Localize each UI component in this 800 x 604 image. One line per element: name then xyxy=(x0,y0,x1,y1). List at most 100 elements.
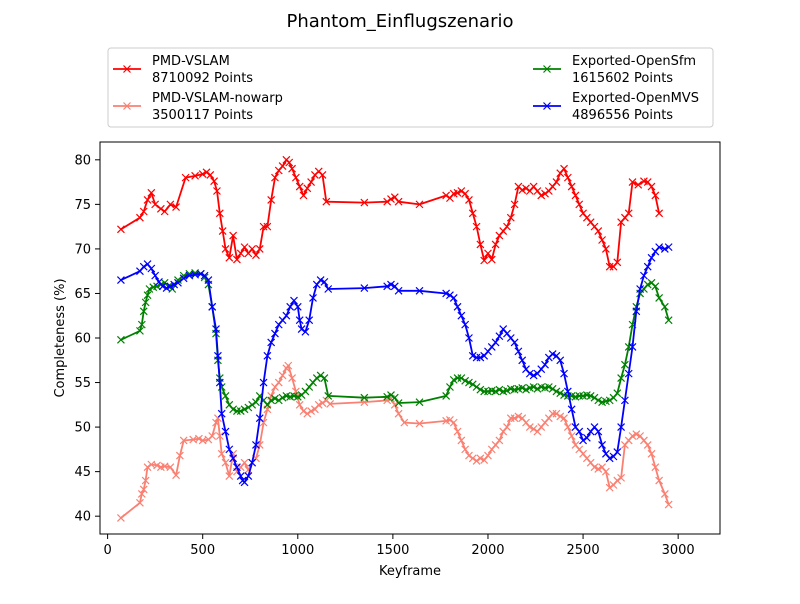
data-point-pmd-vslam xyxy=(172,203,180,211)
data-point-exported-opensfm xyxy=(552,387,561,396)
data-point-pmd-vslam-nowarp xyxy=(548,409,557,418)
data-point-exported-openmvs xyxy=(446,291,454,300)
data-point-pmd-vslam xyxy=(255,244,264,253)
data-point-exported-openmvs xyxy=(632,307,641,316)
data-point-pmd-vslam-nowarp xyxy=(529,424,538,433)
data-point-exported-opensfm xyxy=(320,374,329,383)
data-point-pmd-vslam-nowarp xyxy=(643,440,652,449)
data-point-pmd-vslam xyxy=(291,173,300,182)
data-point-pmd-vslam xyxy=(387,195,395,203)
data-point-pmd-vslam xyxy=(484,249,492,258)
data-point-pmd-vslam xyxy=(248,244,257,253)
data-point-exported-opensfm xyxy=(240,405,249,414)
data-point-exported-opensfm xyxy=(503,386,511,395)
data-point-exported-openmvs xyxy=(605,454,614,463)
legend-series-name: PMD-VSLAM xyxy=(152,54,230,69)
data-point-exported-opensfm xyxy=(141,298,150,307)
data-point-exported-openmvs xyxy=(457,311,466,320)
data-point-exported-openmvs xyxy=(259,378,268,387)
data-point-pmd-vslam-nowarp xyxy=(601,467,610,476)
data-point-exported-openmvs xyxy=(301,327,310,336)
legend-series-name: Exported-OpenMVS xyxy=(572,91,699,106)
data-point-pmd-vslam-nowarp xyxy=(472,457,481,465)
data-point-exported-opensfm xyxy=(143,291,152,300)
data-point-pmd-vslam xyxy=(263,222,272,231)
data-point-pmd-vslam xyxy=(453,188,462,197)
data-point-pmd-vslam xyxy=(383,197,392,206)
data-point-exported-openmvs xyxy=(252,440,260,449)
data-point-pmd-vslam xyxy=(116,225,125,234)
data-point-pmd-vslam-nowarp xyxy=(590,463,599,472)
data-point-exported-opensfm xyxy=(137,320,146,329)
data-point-pmd-vslam-nowarp xyxy=(655,476,664,485)
data-point-exported-opensfm xyxy=(655,293,664,302)
data-point-exported-opensfm xyxy=(453,374,462,383)
data-point-exported-openmvs xyxy=(309,293,317,302)
data-point-exported-opensfm xyxy=(446,383,454,391)
data-point-exported-openmvs xyxy=(320,277,329,286)
legend: PMD-VSLAM 8710092 Points PMD-VSLAM-nowarp 3… xyxy=(107,47,714,128)
data-point-exported-opensfm xyxy=(387,391,395,399)
data-point-exported-opensfm xyxy=(394,399,403,407)
data-point-exported-openmvs xyxy=(217,409,226,418)
data-point-exported-openmvs xyxy=(472,353,481,362)
data-point-exported-openmvs xyxy=(567,405,576,414)
data-point-exported-opensfm xyxy=(415,398,424,407)
data-point-pmd-vslam xyxy=(394,197,403,206)
data-point-exported-opensfm xyxy=(476,385,485,394)
x-tick-label: 1500 xyxy=(376,543,409,558)
data-point-exported-openmvs xyxy=(518,356,527,365)
data-point-pmd-vslam xyxy=(136,213,144,222)
data-point-exported-openmvs xyxy=(575,427,584,436)
data-point-pmd-vslam-nowarp xyxy=(166,463,175,472)
data-point-pmd-vslam-nowarp xyxy=(274,378,283,387)
data-point-pmd-vslam xyxy=(288,164,297,173)
data-point-pmd-vslam-nowarp xyxy=(383,396,392,405)
data-point-pmd-vslam-nowarp xyxy=(141,476,150,485)
data-point-exported-openmvs xyxy=(221,427,230,436)
axis-ticks: 0 500 1000 1500 2000 2500 3000 40 45 50 55 60 65 70 75… xyxy=(74,153,694,558)
data-point-pmd-vslam-nowarp xyxy=(295,400,304,409)
data-point-exported-openmvs xyxy=(295,316,304,325)
data-point-pmd-vslam xyxy=(598,236,607,244)
data-point-exported-openmvs xyxy=(563,387,572,396)
data-point-pmd-vslam-nowarp xyxy=(318,399,327,407)
data-point-exported-openmvs xyxy=(282,311,291,320)
data-point-pmd-vslam xyxy=(605,262,614,271)
data-point-pmd-vslam-nowarp xyxy=(116,514,125,522)
data-point-pmd-vslam-nowarp xyxy=(552,409,561,418)
data-point-exported-openmvs xyxy=(116,276,125,285)
data-point-pmd-vslam xyxy=(206,171,215,179)
data-point-pmd-vslam xyxy=(160,207,169,216)
data-point-exported-openmvs xyxy=(624,369,633,378)
data-point-exported-openmvs xyxy=(461,320,470,329)
data-point-exported-opensfm xyxy=(533,384,542,393)
data-point-exported-opensfm xyxy=(383,392,392,401)
series-exported-openmvs xyxy=(116,243,673,487)
data-point-pmd-vslam xyxy=(210,177,219,186)
data-point-exported-openmvs xyxy=(158,282,167,291)
legend-point-count: 1615602 Points xyxy=(572,71,673,86)
data-point-exported-opensfm xyxy=(624,342,633,351)
data-point-pmd-vslam-nowarp xyxy=(390,400,399,409)
data-point-exported-opensfm xyxy=(575,391,584,400)
data-point-exported-openmvs xyxy=(212,325,220,334)
data-point-pmd-vslam xyxy=(252,251,260,260)
data-point-exported-opensfm xyxy=(457,374,466,383)
data-point-pmd-vslam xyxy=(480,256,489,265)
data-point-pmd-vslam-nowarp xyxy=(415,419,424,428)
data-point-exported-opensfm xyxy=(229,405,238,414)
data-point-exported-openmvs xyxy=(324,285,333,293)
data-point-exported-openmvs xyxy=(655,243,664,252)
data-point-pmd-vslam-nowarp xyxy=(628,432,637,440)
y-axis-label: Completeness (%) xyxy=(53,278,68,397)
data-point-pmd-vslam xyxy=(506,213,515,222)
data-point-exported-openmvs xyxy=(383,282,392,291)
data-point-pmd-vslam xyxy=(233,255,241,264)
data-point-pmd-vslam-nowarp xyxy=(465,451,473,460)
data-point-exported-opensfm xyxy=(153,282,161,291)
data-point-exported-opensfm xyxy=(651,282,660,291)
data-point-pmd-vslam-nowarp xyxy=(172,471,180,480)
data-point-pmd-vslam-nowarp xyxy=(175,451,184,460)
data-point-pmd-vslam xyxy=(655,209,664,218)
